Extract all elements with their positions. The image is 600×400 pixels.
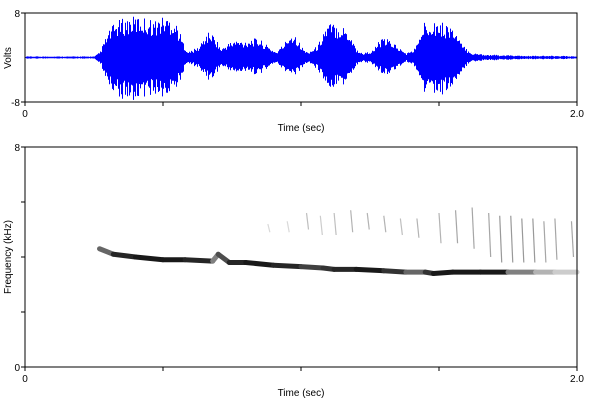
waveform-y-tick-label-bottom: -8 (11, 98, 20, 109)
harmonic-streak-14 (499, 215, 503, 263)
harmonic-streak-20 (570, 221, 575, 258)
fundamental-band-segment-14 (381, 268, 409, 275)
fundamental-band-segment-17 (430, 269, 456, 276)
harmonic-streak-2 (305, 212, 310, 230)
waveform-x-axis-title: Time (sec) (278, 123, 325, 134)
spectrogram-x-ticks (24, 367, 578, 371)
harmonic-streak-5 (350, 210, 354, 233)
harmonic-streak-9 (416, 218, 420, 238)
fundamental-band-segment-9 (270, 262, 304, 270)
spectrogram-energy (97, 207, 580, 276)
waveform-signal (25, 16, 577, 100)
harmonic-streak-15 (510, 215, 514, 263)
fundamental-band-segment-13 (353, 266, 387, 274)
harmonic-streak-7 (383, 215, 387, 233)
harmonic-streak-3 (319, 215, 323, 236)
harmonic-streak-0 (267, 223, 271, 233)
spectrogram-y-tick-label-top: 8 (14, 143, 20, 154)
spectrogram-y-ticks (21, 146, 25, 368)
spectrogram-panel: 8 0 0 2.0 Time (sec) Frequency (kHz) (3, 143, 584, 399)
spectrogram-y-tick-label-bottom: 0 (14, 363, 20, 374)
harmonic-streak-11 (454, 210, 459, 244)
harmonic-streak-18 (543, 221, 547, 263)
waveform-x-tick-label-start: 0 (22, 109, 28, 120)
fundamental-band-segment-10 (298, 264, 326, 271)
spectrogram-x-tick-label-end: 2.0 (570, 374, 584, 385)
harmonic-streak-8 (399, 218, 403, 236)
fundamental-band-segment-2 (132, 254, 166, 263)
waveform-panel: 8 -8 0 2.0 Time (sec) Volts (3, 9, 584, 134)
waveform-x-tick-label-end: 2.0 (570, 109, 584, 120)
fundamental-band-segment-1 (110, 251, 138, 260)
harmonic-streak-10 (438, 212, 442, 244)
harmonic-streak-13 (488, 212, 492, 258)
spectrogram-plot-frame (24, 146, 578, 368)
spectrogram-x-axis-title: Time (sec) (278, 388, 325, 399)
waveform-x-ticks (24, 102, 578, 106)
fundamental-band-segment-8 (243, 260, 276, 268)
harmonic-streak-6 (366, 212, 370, 230)
waveform-y-axis-title: Volts (3, 47, 14, 69)
spectrogram-x-tick-label-start: 0 (22, 374, 28, 385)
harmonic-streak-19 (554, 218, 558, 260)
spectrogram-y-axis-title: Frequency (kHz) (3, 220, 14, 294)
harmonic-streak-17 (532, 218, 536, 263)
harmonic-streak-4 (333, 212, 337, 236)
fundamental-band-segment-4 (182, 257, 216, 264)
waveform-y-tick-label-top: 8 (14, 9, 20, 20)
harmonic-streak-16 (521, 218, 525, 263)
waveform-y-ticks (21, 12, 25, 103)
waveform-trace (26, 16, 577, 100)
harmonic-streak-12 (471, 207, 475, 249)
harmonic-streak-1 (286, 221, 290, 233)
